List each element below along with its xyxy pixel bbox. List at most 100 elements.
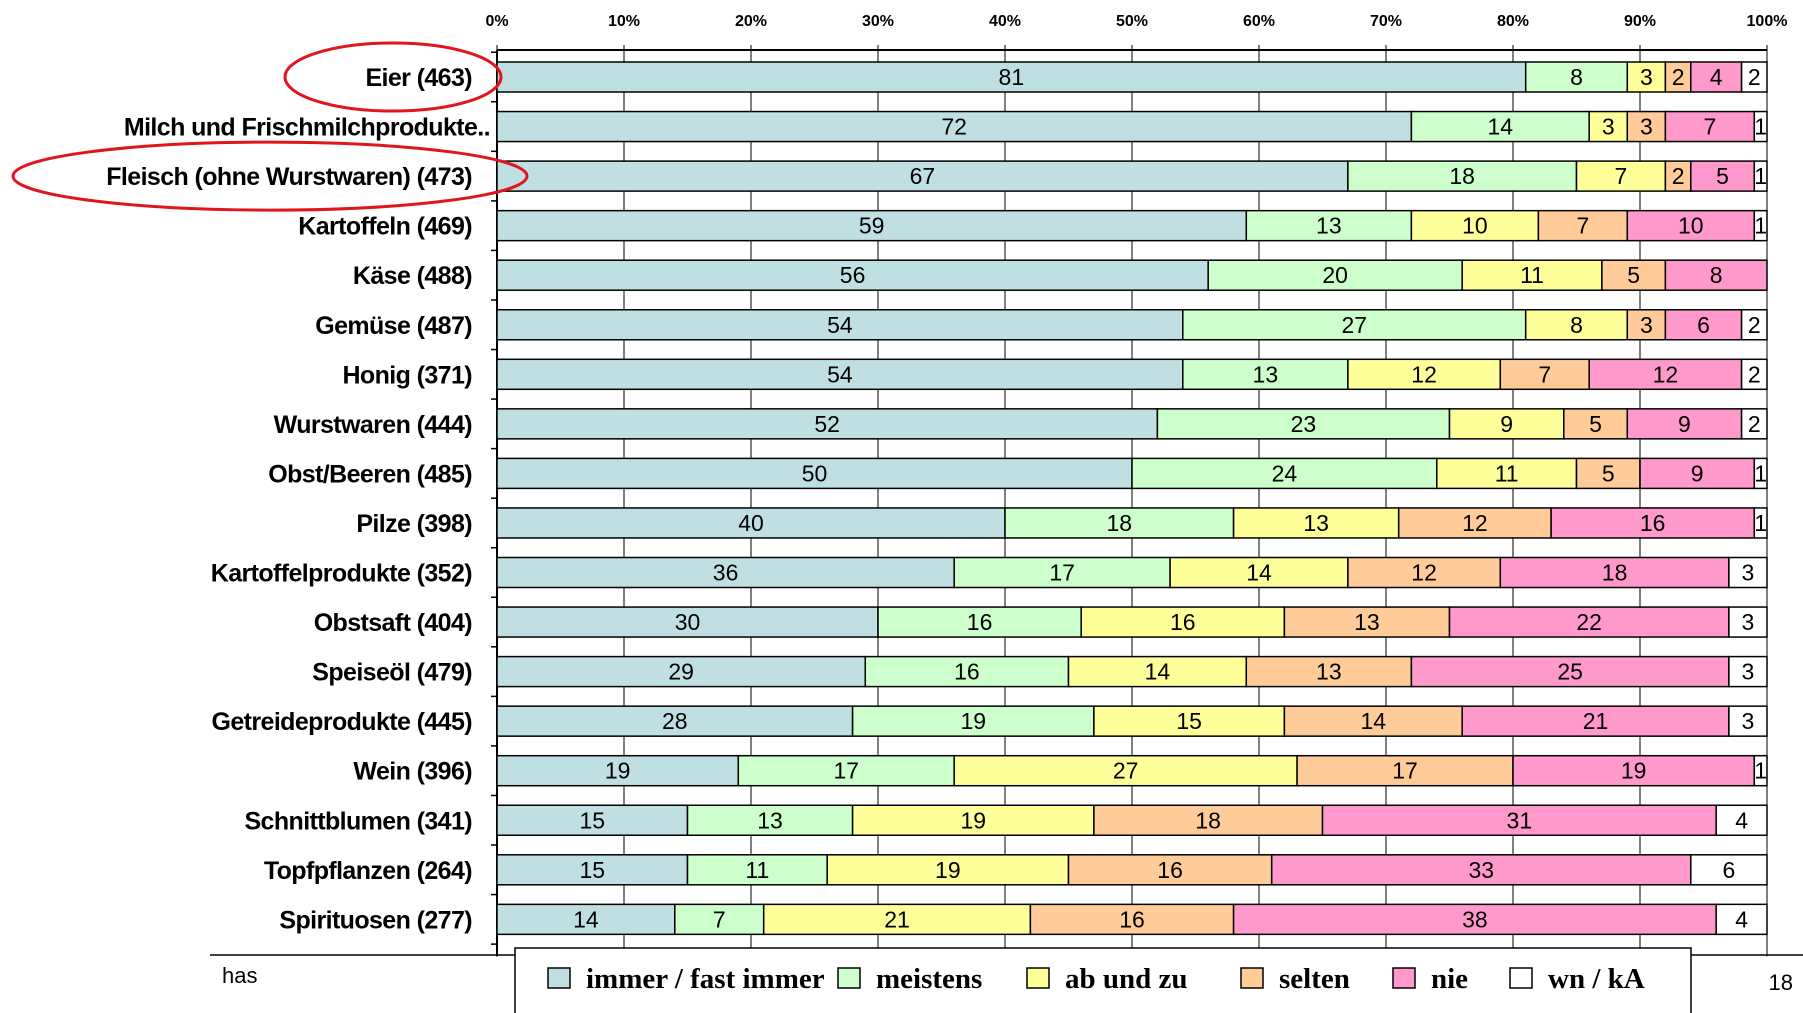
bar-segment bbox=[1588, 110, 1629, 143]
footer-left-text: has bbox=[222, 963, 257, 988]
data-label: 12 bbox=[1653, 361, 1679, 387]
category-label: Schnittblumen (341) bbox=[244, 807, 472, 835]
data-label: 3 bbox=[1742, 659, 1755, 685]
data-label: 16 bbox=[1640, 510, 1666, 536]
bar-segment bbox=[1664, 259, 1768, 291]
data-label: 14 bbox=[573, 906, 599, 932]
category-labels: Eier (463) Milch und Frischmilchprodukte.… bbox=[106, 64, 490, 934]
bar-segment bbox=[1664, 110, 1756, 143]
data-label: 12 bbox=[1462, 510, 1488, 536]
data-label: 8 bbox=[1710, 262, 1723, 288]
data-label: 1 bbox=[1754, 213, 1767, 239]
data-label: 4 bbox=[1735, 906, 1748, 932]
data-label: 15 bbox=[1176, 708, 1202, 734]
data-label: 6 bbox=[1723, 857, 1736, 883]
data-label: 9 bbox=[1500, 411, 1513, 437]
bar-segment bbox=[1664, 160, 1692, 192]
bar-segment bbox=[1728, 556, 1768, 589]
bar-segment bbox=[1626, 61, 1667, 93]
bar-segment bbox=[1626, 309, 1667, 341]
bar-segment bbox=[1093, 705, 1286, 737]
bar-segment bbox=[496, 160, 1349, 192]
legend-label: ab und zu bbox=[1065, 963, 1188, 995]
data-label: 15 bbox=[579, 857, 605, 883]
data-label: 19 bbox=[935, 857, 961, 883]
category-label: Gemüse (487) bbox=[315, 312, 472, 340]
data-label: 2 bbox=[1748, 411, 1761, 437]
bar-segment bbox=[1690, 160, 1756, 192]
data-label: 2 bbox=[1748, 312, 1761, 338]
data-label: 38 bbox=[1462, 906, 1488, 932]
legend-label: immer / fast immer bbox=[586, 963, 825, 995]
data-label: 14 bbox=[1246, 560, 1272, 586]
bar-segment bbox=[1270, 854, 1692, 886]
data-label: 14 bbox=[1361, 708, 1387, 734]
data-label: 24 bbox=[1272, 460, 1298, 486]
data-label: 3 bbox=[1640, 64, 1653, 90]
page-number: 18 bbox=[1769, 970, 1793, 995]
bar-segment bbox=[1512, 754, 1756, 787]
bar-segment bbox=[864, 655, 1070, 688]
data-label: 3 bbox=[1640, 312, 1653, 338]
data-label: 17 bbox=[1392, 758, 1418, 784]
bar-segment bbox=[1067, 854, 1273, 886]
data-label: 1 bbox=[1754, 510, 1767, 536]
data-label: 5 bbox=[1589, 411, 1602, 437]
legend-swatch bbox=[1026, 967, 1050, 989]
bar-segment bbox=[877, 606, 1082, 638]
data-label: 5 bbox=[1716, 163, 1729, 189]
category-label: Spirituosen (277) bbox=[279, 906, 472, 934]
data-label: 12 bbox=[1411, 560, 1437, 586]
bar-segment bbox=[496, 358, 1184, 391]
data-label: 11 bbox=[1520, 262, 1544, 288]
legend-label: nie bbox=[1431, 963, 1468, 995]
data-label: 40 bbox=[738, 510, 764, 536]
legend-label: selten bbox=[1279, 963, 1350, 995]
bar-segment bbox=[1740, 358, 1768, 391]
data-label: 10 bbox=[1462, 213, 1488, 239]
bar-segment bbox=[1448, 408, 1565, 440]
data-label: 19 bbox=[605, 758, 631, 784]
bar-segment bbox=[1499, 358, 1590, 391]
bar-segment bbox=[1601, 259, 1667, 291]
data-label: 59 bbox=[859, 213, 885, 239]
data-label: 13 bbox=[1316, 659, 1342, 685]
data-label: 8 bbox=[1570, 64, 1583, 90]
data-label: 8 bbox=[1570, 312, 1583, 338]
x-tick-label: 80% bbox=[1497, 13, 1529, 30]
bar-segment bbox=[851, 705, 1095, 737]
bar-segment bbox=[1004, 507, 1235, 539]
bar-segment bbox=[1436, 457, 1578, 490]
data-label: 7 bbox=[713, 906, 726, 932]
bar-segment bbox=[1728, 705, 1768, 737]
data-label: 19 bbox=[960, 708, 986, 734]
bar-segment bbox=[496, 655, 867, 688]
data-label: 3 bbox=[1742, 708, 1755, 734]
legend-swatch bbox=[837, 967, 861, 989]
bar-segment bbox=[1029, 903, 1235, 936]
bar-segment bbox=[1499, 556, 1730, 589]
data-label: 13 bbox=[1303, 510, 1329, 536]
data-label: 5 bbox=[1602, 460, 1615, 486]
data-label: 21 bbox=[1583, 708, 1609, 734]
category-label: Kartoffelprodukte (352) bbox=[211, 560, 473, 588]
x-tick-label: 90% bbox=[1624, 13, 1656, 30]
bar-segment bbox=[1321, 804, 1717, 836]
bar-segment bbox=[1740, 309, 1768, 341]
data-label: 54 bbox=[827, 361, 853, 387]
data-label: 9 bbox=[1678, 411, 1691, 437]
data-label: 13 bbox=[757, 807, 783, 833]
data-label: 25 bbox=[1557, 659, 1583, 685]
bar-segment bbox=[686, 804, 854, 836]
bar-segment bbox=[496, 408, 1159, 440]
data-label: 30 bbox=[675, 609, 701, 635]
data-label: 4 bbox=[1710, 64, 1723, 90]
data-label: 16 bbox=[954, 659, 980, 685]
category-label: Getreideprodukte (445) bbox=[212, 708, 473, 736]
data-label: 13 bbox=[1316, 213, 1342, 239]
data-label: 16 bbox=[967, 609, 993, 635]
bar-segment bbox=[1753, 110, 1768, 143]
data-label: 10 bbox=[1678, 213, 1704, 239]
x-tick-label: 20% bbox=[735, 13, 767, 30]
bar-segment bbox=[1740, 408, 1768, 440]
